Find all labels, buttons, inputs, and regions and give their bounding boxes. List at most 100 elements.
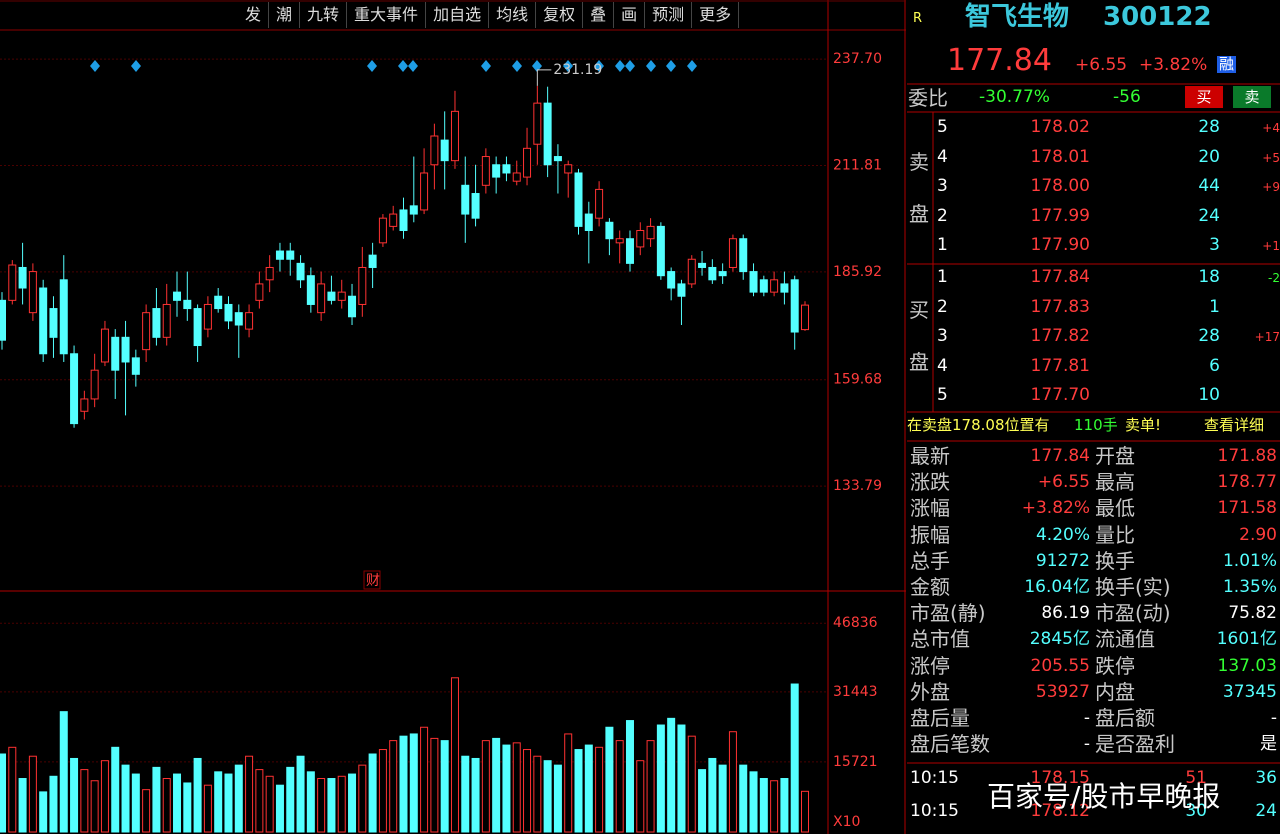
level: 5 bbox=[937, 117, 948, 137]
toolbar-button[interactable]: 预测 bbox=[645, 2, 693, 28]
tick-price: 178.15 bbox=[1030, 768, 1090, 788]
price: 177.90 bbox=[1030, 235, 1090, 256]
last-price: 177.84 bbox=[947, 43, 1052, 78]
stat-label: 外盘 bbox=[910, 679, 950, 704]
event-marker bbox=[367, 60, 377, 72]
volume-bar bbox=[625, 720, 634, 833]
candle-body bbox=[28, 271, 37, 314]
stat-label: 盘后额 bbox=[1095, 706, 1155, 730]
toolbar-button[interactable]: 九转 bbox=[300, 2, 348, 28]
volume-bar bbox=[378, 749, 387, 833]
tick-count: 24 bbox=[1255, 801, 1277, 821]
candle-body bbox=[667, 271, 676, 289]
candle-body bbox=[368, 254, 377, 268]
volume-bar bbox=[471, 757, 480, 833]
candle-body bbox=[193, 308, 202, 347]
buy-button[interactable]: 买 bbox=[1185, 86, 1223, 108]
toolbar-button[interactable]: 叠 bbox=[583, 2, 615, 28]
volume-bar bbox=[214, 771, 223, 833]
flag: R bbox=[913, 11, 923, 26]
event-marker bbox=[398, 60, 408, 72]
volume-bar bbox=[502, 744, 511, 833]
toolbar-button[interactable]: 发 bbox=[238, 2, 270, 28]
candle-body bbox=[687, 258, 696, 285]
stat-value: 91272 bbox=[1035, 550, 1090, 571]
price: 177.81 bbox=[1030, 355, 1090, 376]
stat-label: 流通值 bbox=[1095, 627, 1155, 652]
change: +1 bbox=[1262, 239, 1280, 254]
volume-unit: X10 bbox=[833, 814, 860, 830]
candle-body bbox=[605, 221, 614, 240]
tick-time: 10:15 bbox=[910, 768, 959, 788]
volume: 28 bbox=[1198, 326, 1220, 347]
toolbar-button[interactable]: 潮 bbox=[269, 2, 301, 28]
candle-body bbox=[533, 102, 542, 145]
volume-bar bbox=[656, 724, 665, 833]
y-tick-label: 159.68 bbox=[833, 372, 882, 388]
candle-body bbox=[739, 238, 748, 273]
volume-bar bbox=[255, 769, 264, 833]
volume-bar bbox=[677, 724, 686, 833]
stat-label: 涨停 bbox=[910, 653, 950, 678]
volume-bar bbox=[790, 683, 799, 833]
marker-box bbox=[363, 570, 381, 590]
stat-label: 总手 bbox=[910, 548, 950, 573]
candle-body bbox=[8, 264, 17, 301]
y-tick-label: 211.81 bbox=[833, 158, 882, 174]
change: -2 bbox=[1268, 271, 1280, 285]
candle-body bbox=[790, 279, 799, 333]
toolbar-button[interactable]: 均线 bbox=[489, 2, 537, 28]
stat-label: 盘后笔数 bbox=[910, 732, 990, 757]
volume-bar bbox=[8, 746, 17, 833]
candle-body bbox=[389, 213, 398, 227]
tick-count: 36 bbox=[1255, 768, 1277, 788]
price: 178.01 bbox=[1030, 146, 1090, 167]
candle-body bbox=[0, 299, 6, 341]
volume-bar bbox=[18, 778, 27, 833]
toolbar-button[interactable]: 加自选 bbox=[426, 2, 490, 28]
candle-body bbox=[574, 172, 583, 227]
stat-value: - bbox=[1083, 734, 1090, 755]
toolbar-button[interactable]: 画 bbox=[614, 2, 646, 28]
toolbar-button[interactable]: 复权 bbox=[536, 2, 584, 28]
side-label: 盘 bbox=[909, 350, 929, 374]
candle-body bbox=[728, 238, 737, 268]
volume-bar bbox=[389, 740, 398, 833]
stat-value: 75.82 bbox=[1228, 603, 1277, 624]
chart: 237.70 211.81 185.92 159.68 133.79 46836 31443… bbox=[0, 0, 906, 834]
candle-body bbox=[492, 164, 501, 178]
volume-bar bbox=[121, 764, 130, 833]
candle-body bbox=[224, 303, 233, 322]
volume: 28 bbox=[1198, 117, 1220, 137]
event-marker bbox=[563, 60, 573, 72]
volume-bar bbox=[718, 764, 727, 833]
candle-body bbox=[100, 328, 109, 363]
volume: 20 bbox=[1198, 146, 1220, 167]
candle-body bbox=[471, 193, 480, 219]
volume-bar bbox=[80, 769, 89, 833]
volume-bar bbox=[152, 766, 161, 833]
price: 177.84 bbox=[1030, 267, 1090, 287]
volume-bar bbox=[265, 775, 274, 833]
toolbar-button[interactable]: 重大事件 bbox=[347, 2, 427, 28]
toolbar-button[interactable]: 更多 bbox=[692, 2, 740, 28]
volume-bar bbox=[440, 740, 449, 833]
watermark: 百家号/股市早晚报 bbox=[987, 780, 1221, 813]
sell-button[interactable]: 卖 bbox=[1233, 86, 1271, 108]
volume-bar bbox=[698, 769, 707, 833]
change: +9 bbox=[1262, 180, 1280, 195]
candle-body bbox=[759, 279, 768, 293]
candle-body bbox=[523, 147, 532, 178]
volume-bar bbox=[0, 753, 6, 833]
candle-body bbox=[296, 262, 305, 281]
stat-label: 换手(实) bbox=[1095, 575, 1171, 599]
volume-bar bbox=[296, 755, 305, 833]
ratio: -30.77% bbox=[979, 87, 1050, 107]
candle-body bbox=[18, 266, 27, 289]
stat-value: 2845亿 bbox=[1029, 629, 1090, 650]
candle-body bbox=[399, 209, 408, 231]
volume-bar bbox=[481, 740, 490, 833]
volume-bar bbox=[224, 773, 233, 833]
volume-bar bbox=[90, 780, 99, 833]
stat-label: 涨跌 bbox=[910, 470, 950, 495]
